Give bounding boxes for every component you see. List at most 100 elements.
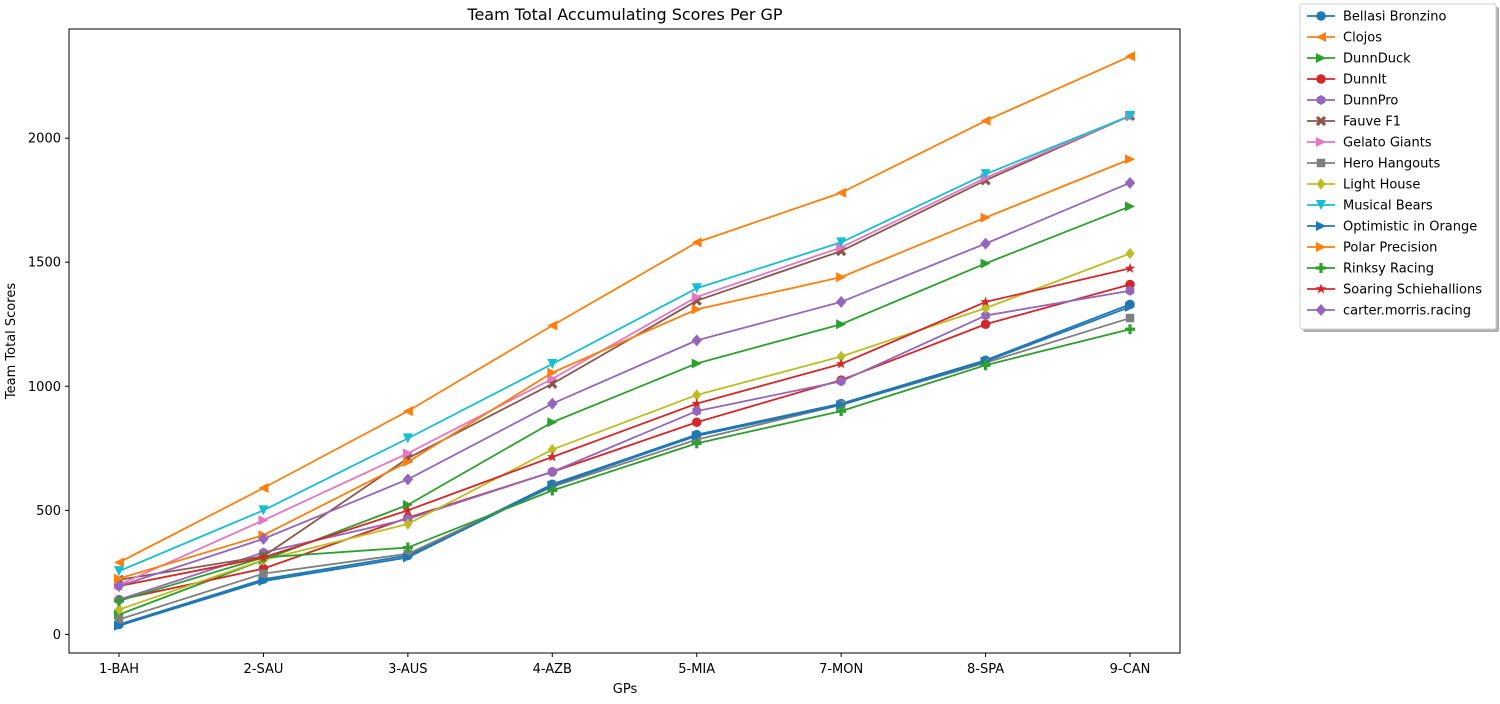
legend: Bellasi Bronzino Clojos DunnDuck DunnIt Dunn… bbox=[1299, 3, 1499, 332]
legend-marker bbox=[1316, 11, 1326, 21]
y-tick-label: 1500 bbox=[28, 256, 61, 271]
legend-label: carter.morris.racing bbox=[1343, 304, 1471, 319]
legend-marker bbox=[1316, 95, 1326, 105]
legend-label: Light House bbox=[1343, 178, 1420, 193]
data-point bbox=[402, 448, 413, 459]
data-point bbox=[402, 552, 413, 563]
data-point bbox=[692, 389, 702, 401]
x-tick-label: 7-MON bbox=[819, 662, 863, 677]
series-line bbox=[118, 283, 1131, 601]
y-tick-label: 0 bbox=[53, 628, 61, 643]
series-light-house bbox=[114, 247, 1135, 616]
x-tick-label: 3-AUS bbox=[388, 662, 427, 677]
series-line bbox=[118, 115, 1131, 581]
legend-marker bbox=[1315, 304, 1327, 316]
series-clojos bbox=[114, 51, 1135, 568]
x-tick-label: 2-SAU bbox=[243, 662, 283, 677]
data-point bbox=[836, 272, 847, 283]
legend-marker bbox=[1316, 74, 1326, 84]
data-point bbox=[980, 115, 991, 126]
data-point bbox=[258, 576, 269, 587]
series-line bbox=[118, 115, 1131, 572]
plot-frame bbox=[68, 28, 1181, 654]
x-tick-label: 8-SPA bbox=[967, 662, 1004, 677]
legend-marker bbox=[1316, 137, 1326, 147]
series-line bbox=[118, 328, 1131, 602]
x-tick-label: 4-AZB bbox=[533, 662, 572, 677]
data-point bbox=[113, 580, 125, 593]
legend-label: Rinksy Racing bbox=[1343, 262, 1434, 277]
y-axis-label: Team Total Scores bbox=[4, 283, 19, 400]
data-point bbox=[1124, 176, 1136, 189]
data-point bbox=[1125, 247, 1135, 260]
series-line bbox=[118, 158, 1131, 580]
data-point bbox=[547, 466, 557, 477]
series-line bbox=[118, 306, 1131, 627]
data-point bbox=[980, 237, 991, 250]
data-point bbox=[836, 376, 846, 387]
data-point bbox=[980, 360, 991, 371]
legend-marker bbox=[1316, 242, 1326, 252]
data-point bbox=[403, 518, 413, 530]
data-point bbox=[835, 295, 847, 308]
series-gelato-giants bbox=[114, 110, 1135, 590]
series-line bbox=[118, 303, 1131, 626]
legend-marker bbox=[1316, 178, 1326, 190]
data-point bbox=[402, 406, 413, 417]
legend-label: Hero Hangouts bbox=[1343, 157, 1440, 172]
data-point bbox=[836, 399, 847, 410]
data-point bbox=[402, 433, 413, 444]
data-point bbox=[1125, 313, 1135, 323]
data-point bbox=[691, 237, 702, 248]
legend-label: DunnPro bbox=[1343, 94, 1398, 109]
data-point bbox=[114, 566, 124, 577]
legend-label: Bellasi Bronzino bbox=[1343, 10, 1446, 25]
series-line bbox=[118, 55, 1131, 564]
legend-box bbox=[1299, 3, 1497, 330]
data-point bbox=[980, 319, 991, 330]
series-line bbox=[118, 115, 1131, 586]
legend-label: Soaring Schiehallions bbox=[1343, 283, 1482, 298]
data-point bbox=[547, 320, 558, 331]
data-point bbox=[258, 515, 269, 526]
legend-label: Gelato Giants bbox=[1343, 136, 1432, 151]
data-point bbox=[547, 443, 557, 456]
data-point bbox=[981, 310, 990, 321]
data-point bbox=[114, 557, 124, 568]
data-point bbox=[1125, 154, 1135, 165]
legend-label: DunnIt bbox=[1343, 73, 1387, 88]
legend-marker bbox=[1316, 263, 1326, 273]
data-point bbox=[547, 485, 558, 496]
data-point bbox=[691, 438, 702, 449]
legend-marker bbox=[1316, 32, 1326, 42]
data-point bbox=[691, 358, 702, 369]
data-point bbox=[691, 398, 702, 409]
data-point bbox=[114, 603, 124, 616]
data-point bbox=[114, 620, 124, 631]
data-point bbox=[402, 473, 414, 486]
x-tick-label: 5-MIA bbox=[678, 662, 715, 677]
chart-title: Team Total Accumulating Scores Per GP bbox=[466, 5, 783, 24]
data-point bbox=[1125, 51, 1135, 62]
data-point bbox=[114, 595, 124, 606]
series-line bbox=[118, 182, 1131, 587]
data-point bbox=[1124, 262, 1136, 273]
series-carter-morris-racing bbox=[113, 176, 1136, 593]
data-point bbox=[836, 187, 847, 198]
series-line bbox=[118, 317, 1131, 621]
legend-marker bbox=[1316, 200, 1326, 210]
data-point bbox=[1125, 301, 1135, 312]
legend-label: Optimistic in Orange bbox=[1343, 220, 1477, 235]
data-point bbox=[258, 483, 269, 494]
data-point bbox=[114, 573, 124, 584]
data-point bbox=[547, 358, 558, 369]
legend-marker bbox=[1316, 221, 1326, 231]
legend-label: Clojos bbox=[1343, 31, 1382, 46]
plot-area: 0 500 1000 1500 2000 1-BAH 2-SAU 3-AUS 4-AZB 5-MI… bbox=[28, 28, 1181, 677]
x-tick-label: 9-CAN bbox=[1110, 662, 1151, 677]
y-tick-label: 2000 bbox=[28, 132, 61, 147]
data-point bbox=[1125, 201, 1135, 212]
data-point bbox=[402, 456, 413, 467]
